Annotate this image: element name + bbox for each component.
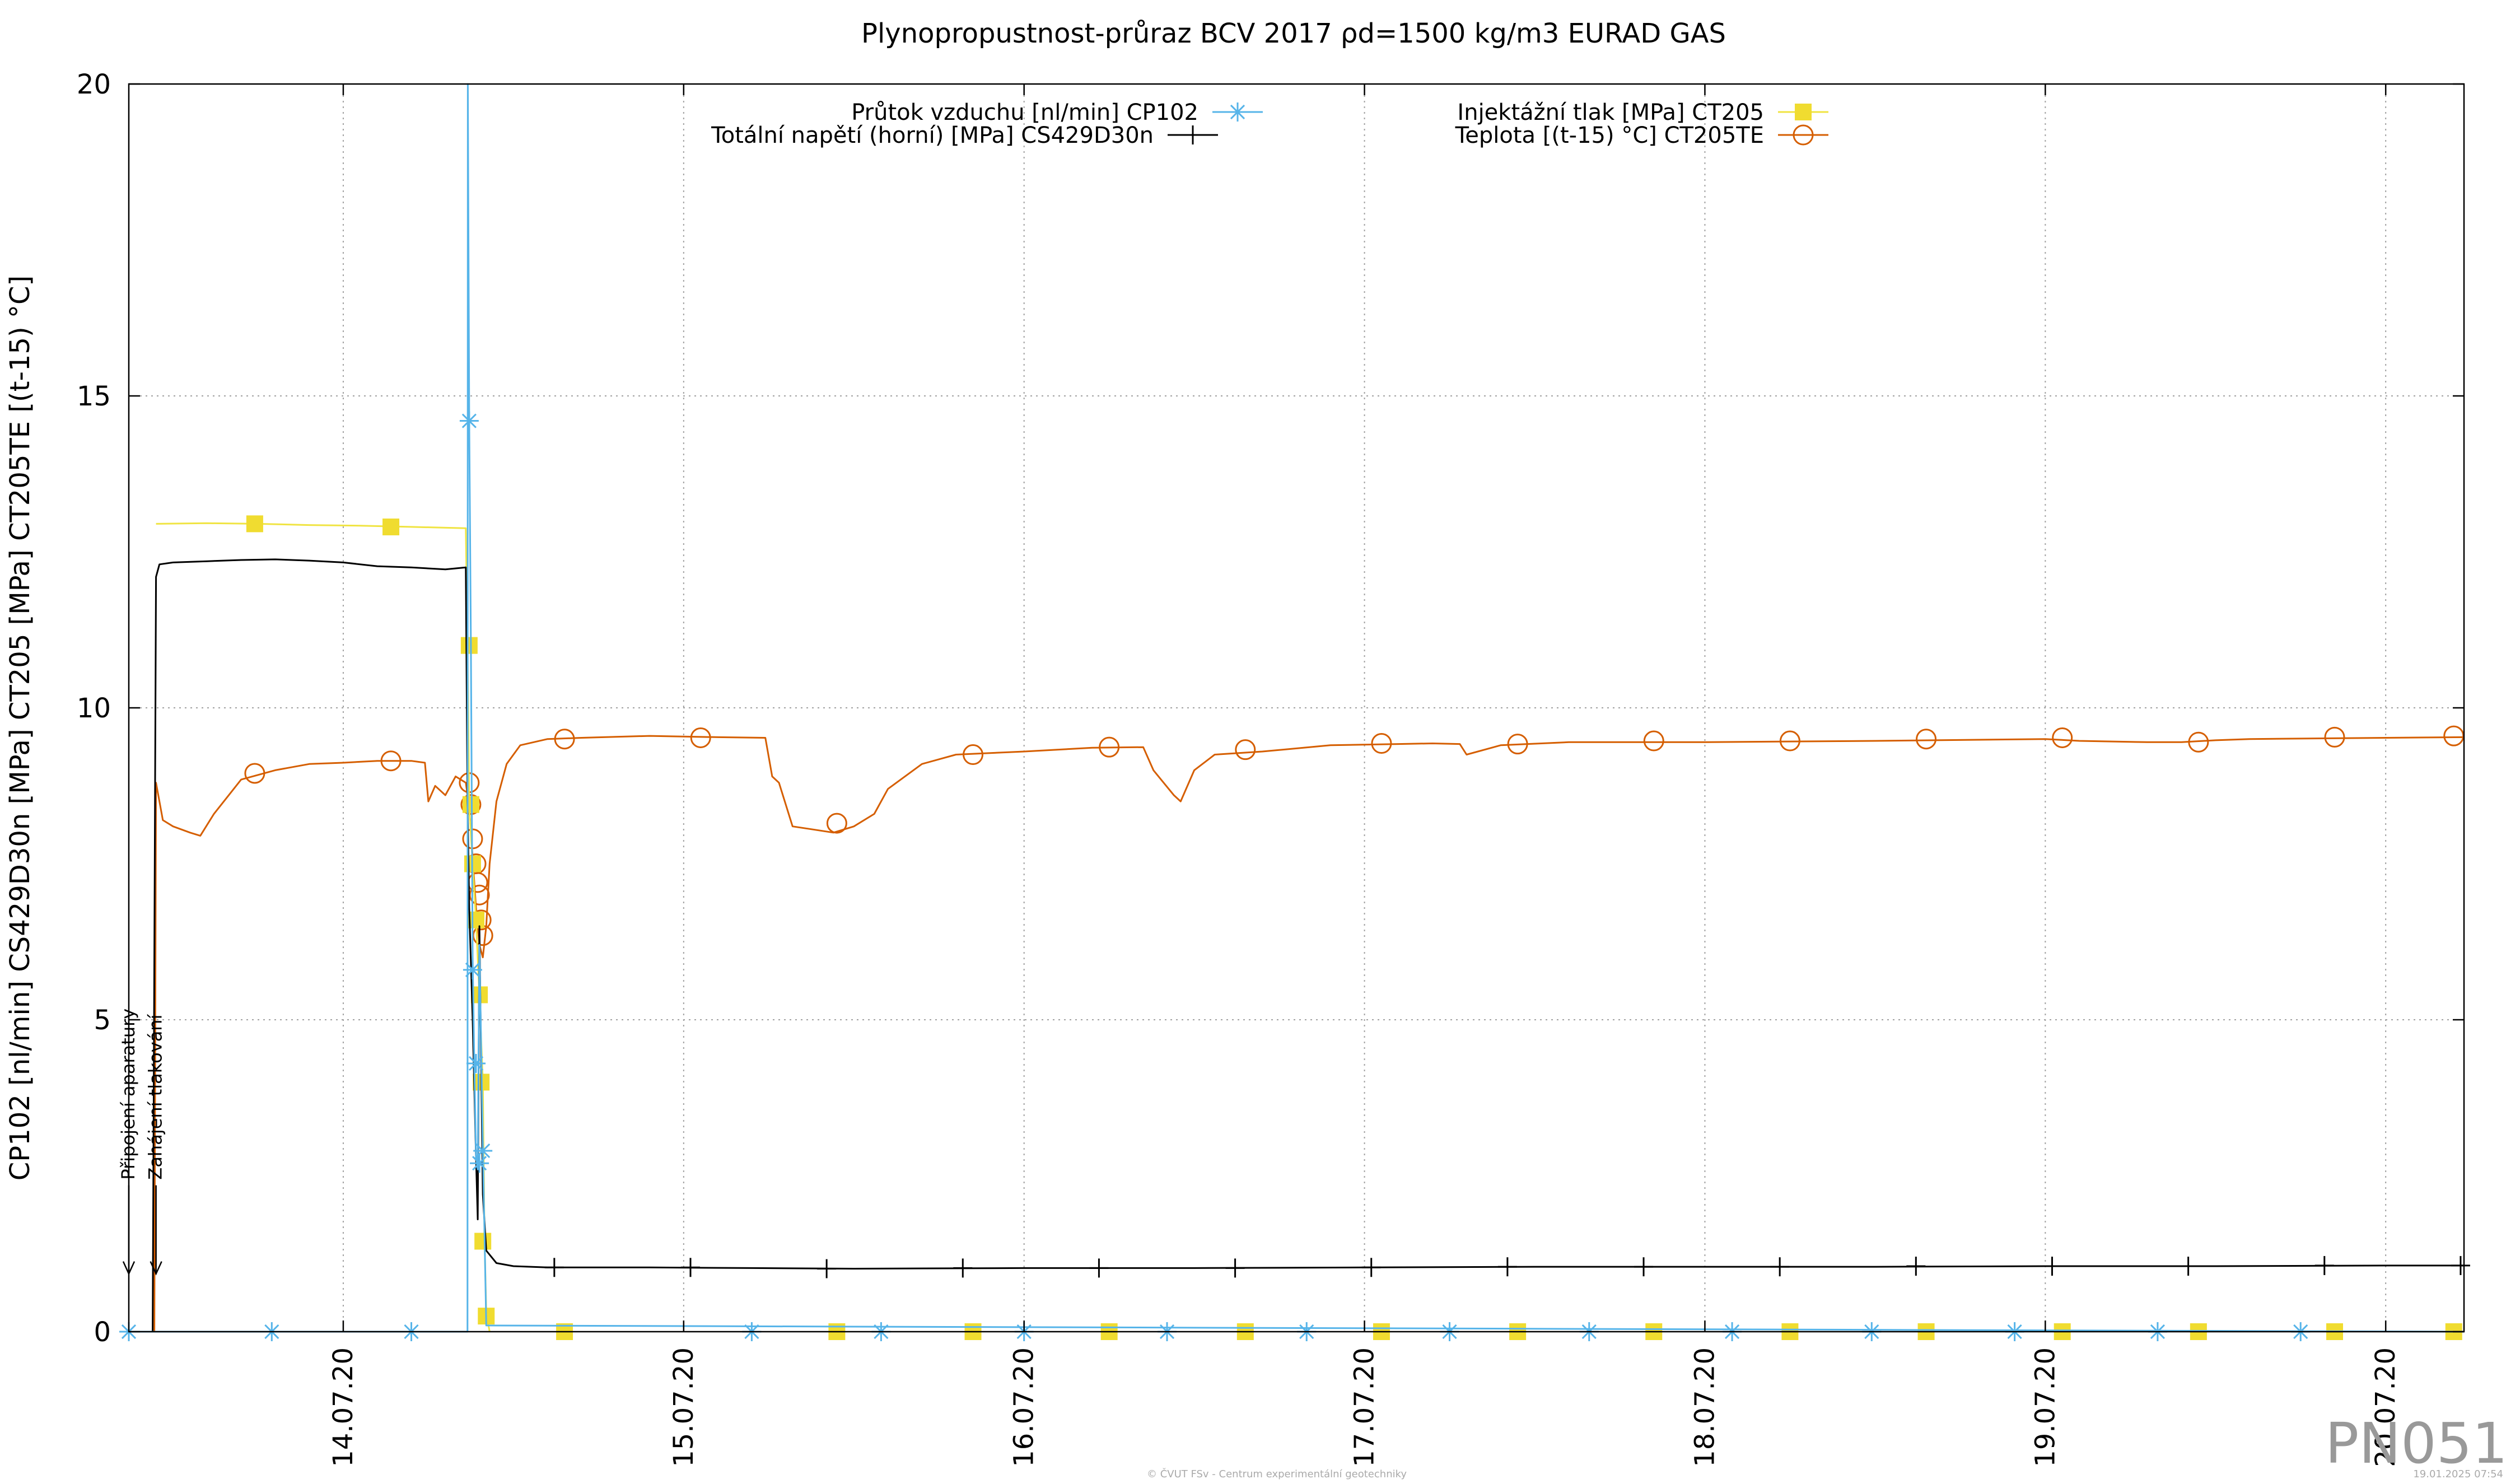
data-point bbox=[554, 729, 575, 750]
data-point bbox=[1643, 730, 1664, 752]
annotation: Zahájení tlakování bbox=[145, 1014, 166, 1276]
data-point bbox=[246, 515, 263, 533]
data-point bbox=[473, 1141, 493, 1160]
x-tick-label: 14.07.20 bbox=[328, 1347, 359, 1467]
data-point bbox=[380, 750, 402, 772]
series-line bbox=[129, 735, 2465, 1333]
axes: 0 5 10 15 20 14.07.20 15.07.20 16.07.20 17.07.20… bbox=[77, 69, 2464, 1467]
data-point bbox=[463, 960, 482, 979]
data-point bbox=[1906, 1257, 1926, 1276]
data-point bbox=[2178, 1257, 2198, 1276]
data-point bbox=[1770, 1257, 1790, 1277]
y-tick-label: 15 bbox=[77, 381, 111, 412]
x-tick-label: 18.07.20 bbox=[1689, 1347, 1720, 1467]
x-tick-label: 16.07.20 bbox=[1009, 1347, 1040, 1467]
data-point bbox=[817, 1259, 837, 1278]
data-point bbox=[690, 727, 711, 748]
legend-label: Teplota [(t-15) °C] CT205TE bbox=[1455, 123, 1764, 148]
data-point bbox=[1916, 729, 1937, 750]
data-point bbox=[953, 1258, 973, 1278]
y-axis-label: CP102 [nl/min] CS429D30n [MPa] CT205 [MP… bbox=[4, 276, 36, 1180]
data-point bbox=[470, 1154, 489, 1173]
legend-label: Totální napětí (horní) [MPa] CS429D30n bbox=[711, 123, 1154, 148]
data-point bbox=[1225, 1258, 1245, 1278]
data-point bbox=[1235, 739, 1256, 760]
chart-title: Plynopropustnost-průraz BCV 2017 ρd=1500… bbox=[861, 18, 1726, 49]
legend-entry: Injektážní tlak [MPa] CT205 bbox=[1457, 100, 1828, 125]
legend-entry: Totální napětí (horní) [MPa] CS429D30n bbox=[711, 123, 1218, 148]
data-point bbox=[1228, 102, 1247, 122]
data-point bbox=[466, 1053, 486, 1073]
data-point bbox=[1634, 1257, 1654, 1277]
data-point bbox=[1497, 1257, 1517, 1277]
data-point bbox=[244, 763, 265, 784]
data-point bbox=[2052, 727, 2073, 748]
data-point bbox=[826, 813, 847, 834]
legend-entry: Průtok vzduchu [nl/min] CP102 bbox=[851, 100, 1263, 125]
data-point bbox=[1089, 1258, 1109, 1278]
data-point bbox=[469, 884, 490, 906]
data-point bbox=[1507, 734, 1528, 755]
data-point bbox=[2188, 731, 2209, 753]
y-tick-label: 20 bbox=[77, 69, 111, 100]
data-point bbox=[1793, 124, 1814, 146]
x-tick-label: 19.07.20 bbox=[2029, 1347, 2061, 1467]
data-point bbox=[2042, 1257, 2062, 1276]
annotation-label: Zahájení tlakování bbox=[145, 1014, 166, 1179]
legend-entry: Teplota [(t-15) °C] CT205TE bbox=[1455, 123, 1828, 148]
y-tick-label: 5 bbox=[94, 1005, 111, 1036]
data-point bbox=[474, 1233, 492, 1250]
data-point bbox=[1795, 104, 1812, 120]
data-point bbox=[382, 518, 400, 535]
data-point bbox=[1371, 732, 1392, 754]
page-label: PN051 bbox=[2325, 1411, 2508, 1476]
data-point bbox=[963, 744, 984, 766]
data-point bbox=[459, 411, 479, 431]
x-tick-label: 20.07.20 bbox=[2370, 1347, 2401, 1467]
data-point bbox=[680, 1258, 700, 1277]
x-tick-label: 15.07.20 bbox=[668, 1347, 699, 1467]
data-point bbox=[460, 637, 478, 654]
data-point bbox=[462, 796, 479, 813]
footer-copyright: © ČVUT FSv - Centrum experimentální geot… bbox=[1147, 1468, 1407, 1480]
legend-label: Injektážní tlak [MPa] CT205 bbox=[1457, 100, 1764, 125]
data-point bbox=[2451, 1256, 2470, 1275]
data-point bbox=[1779, 730, 1800, 752]
data-point bbox=[2314, 1256, 2334, 1275]
x-tick-label: 17.07.20 bbox=[1349, 1347, 1380, 1467]
data-point bbox=[1183, 125, 1202, 144]
legend-label: Průtok vzduchu [nl/min] CP102 bbox=[851, 100, 1198, 125]
data-point bbox=[544, 1258, 564, 1277]
annotation-arrowhead bbox=[150, 1261, 162, 1276]
y-tick-label: 0 bbox=[94, 1317, 111, 1348]
grid bbox=[129, 84, 2464, 1332]
data-point bbox=[2324, 726, 2345, 748]
y-tick-label: 10 bbox=[77, 693, 111, 724]
data-point bbox=[1361, 1258, 1381, 1277]
footer-timestamp: 19.01.2025 07:54 bbox=[2413, 1468, 2503, 1480]
data-point bbox=[1099, 736, 1120, 758]
